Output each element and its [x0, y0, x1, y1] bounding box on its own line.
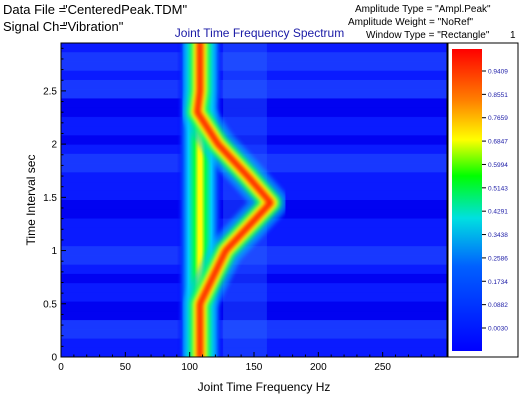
y-tick-label: 0: [51, 353, 57, 364]
background-band: [61, 107, 447, 118]
background-band: [61, 70, 447, 81]
spectrum-ridge: [176, 43, 288, 357]
background-band: [61, 79, 447, 90]
ridge-peak: [195, 43, 273, 357]
x-tick-label: 0: [58, 362, 64, 373]
window-param: 1: [510, 30, 516, 41]
signal-channel-value: "Vibration": [63, 19, 124, 34]
amplitude-weight: Amplitude Weight = "NoRef": [348, 17, 474, 28]
amplitude-type: Amplitude Type = "Ampl.Peak": [355, 4, 491, 15]
background-band: [61, 264, 447, 275]
colorbar-tick-label: 0.9409: [488, 69, 508, 76]
background-band: [61, 89, 447, 99]
colorbar-tick-label: 0.2586: [488, 255, 508, 262]
background-band: [61, 338, 447, 349]
y-axis: 0 0.5 1 1.5 2 2.5: [43, 47, 66, 364]
background-band: [61, 61, 447, 72]
signal-channel-label: Signal Ch=: [3, 19, 67, 34]
y-tick-label: 0.5: [43, 299, 57, 310]
background-band: [61, 320, 447, 330]
colorbar-tick-label: 0.3438: [488, 232, 508, 239]
x-tick-label: 250: [374, 362, 391, 373]
window-type: Window Type = "Rectangle": [366, 30, 490, 41]
colorbar-tick-label: 0.1734: [488, 279, 508, 286]
colorbar-tick-label: 0.5994: [488, 162, 508, 169]
x-tick-label: 200: [310, 362, 327, 373]
y-tick-label: 2: [51, 140, 57, 151]
colorbar-tick-label: 0.7659: [488, 115, 508, 122]
data-file-value: "CenteredPeak.TDM": [63, 2, 188, 17]
colorbar-tick-label: 0.6847: [488, 139, 508, 146]
background-band: [61, 52, 447, 62]
x-tick-label: 150: [246, 362, 263, 373]
colorbar-tick-label: 0.4291: [488, 209, 508, 216]
colorbar-tick-label: 0.8551: [488, 92, 508, 99]
x-axis-label: Joint Time Frequency Hz: [198, 380, 331, 394]
y-tick-label: 2.5: [43, 86, 57, 97]
background-band: [61, 273, 447, 284]
colorbar-tick-label: 0.0882: [488, 302, 508, 309]
y-axis-label: Time Interval sec: [24, 155, 38, 246]
background-band: [61, 255, 447, 266]
background-band: [61, 126, 447, 136]
y-tick-label: 1.5: [43, 193, 57, 204]
background-band: [61, 310, 447, 321]
background-band: [61, 135, 447, 146]
x-tick-label: 50: [120, 362, 132, 373]
colorbar-gradient: [452, 49, 482, 351]
background-band: [61, 98, 447, 109]
background-band: [61, 283, 447, 293]
background-band: [61, 144, 447, 155]
data-file-label: Data File =: [3, 2, 67, 17]
chart-title: Joint Time Frequency Spectrum: [174, 26, 345, 40]
background-band: [61, 301, 447, 312]
colorbar: 0.9409 0.8551 0.7659 0.6847 0.5994 0.5143 0.42…: [447, 42, 519, 358]
x-axis: 0 50 100 150 200 250: [58, 352, 435, 373]
colorbar-tick-label: 0.0030: [488, 326, 508, 333]
background-band: [61, 246, 447, 256]
x-tick-label: 100: [181, 362, 198, 373]
background-band: [61, 292, 447, 303]
y-tick-label: 1: [51, 246, 57, 257]
colorbar-tick-label: 0.5143: [488, 185, 508, 192]
background-band: [61, 329, 447, 340]
background-band: [61, 116, 447, 127]
background-band: [61, 43, 447, 53]
